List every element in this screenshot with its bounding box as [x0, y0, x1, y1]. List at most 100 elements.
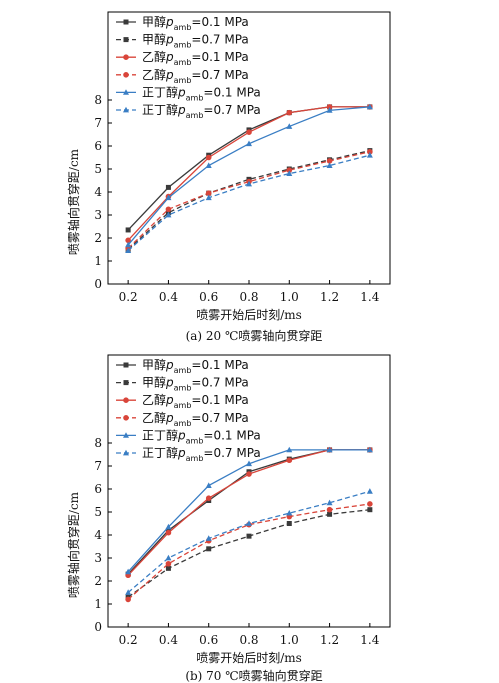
legend-marker — [123, 19, 129, 25]
legend-fuel: 甲醇 — [142, 14, 166, 29]
legend-subscript: amb — [174, 384, 192, 393]
legend-label: 甲醇pamb=0.1 MPa — [142, 14, 249, 32]
legend-marker — [123, 72, 129, 78]
data-point — [286, 123, 293, 129]
legend-marker — [123, 89, 129, 95]
data-point — [165, 554, 172, 561]
data-point — [286, 167, 293, 173]
y-tick-label: 8 — [94, 93, 102, 107]
y-tick-label: 8 — [94, 436, 102, 450]
legend-p-symbol: p — [165, 33, 174, 47]
legend-marker — [123, 54, 129, 60]
y-tick-label: 2 — [94, 574, 102, 588]
data-point — [165, 565, 171, 571]
y-tick-label: 0 — [94, 620, 102, 634]
legend-fuel: 正丁醇 — [142, 84, 178, 99]
data-point — [205, 194, 212, 201]
data-point — [286, 509, 293, 516]
data-point — [205, 535, 212, 541]
y-tick-label: 2 — [94, 231, 102, 245]
legend-fuel: 甲醇 — [142, 32, 166, 47]
legend-pressure: =0.1 MPa — [203, 85, 260, 99]
x-tick-label: 1.2 — [320, 290, 339, 304]
y-tick-label: 3 — [94, 208, 102, 222]
y-tick-label: 4 — [94, 185, 102, 199]
chart-panel-a: 0 1 2 3 4 5 6 7 8 0.2 0.4 0.6 0.8 1.0 1.2 1.4 喷雾开始后时刻/ms… — [66, 11, 391, 343]
legend-subscript: amb — [174, 41, 192, 50]
x-tick-label: 1.0 — [280, 633, 299, 647]
x-tick-label: 0.4 — [159, 633, 178, 647]
data-point — [286, 521, 292, 526]
data-point — [206, 546, 212, 552]
legend-p-symbol: p — [165, 393, 174, 407]
y-tick-label: 5 — [94, 162, 102, 176]
legend-marker — [123, 380, 129, 386]
y-tick-label: 1 — [94, 597, 102, 611]
legend-p-symbol: p — [165, 15, 174, 29]
legend-pressure: =0.7 MPa — [191, 68, 248, 82]
data-point — [366, 446, 373, 453]
legend-marker — [123, 397, 129, 404]
legend-pressure: =0.1 MPa — [191, 393, 248, 407]
legend-subscript: amb — [186, 436, 204, 445]
data-point — [246, 471, 252, 477]
series-4 — [125, 103, 373, 248]
legend-subscript: amb — [186, 111, 204, 120]
x-tick-label: 1.0 — [280, 290, 299, 304]
legend-label: 乙醇pamb=0.7 MPa — [142, 67, 249, 85]
data-point — [286, 446, 293, 453]
legend-marker — [123, 432, 129, 438]
legend-fuel: 乙醇 — [142, 49, 166, 64]
figure-caption: (b) 70 ℃喷雾轴向贯穿距 — [185, 668, 322, 683]
y-tick-label: 4 — [94, 528, 102, 542]
x-tick-label: 0.2 — [119, 633, 138, 647]
series-line — [127, 449, 370, 576]
data-point — [366, 488, 373, 494]
data-point — [246, 520, 252, 526]
legend-p-symbol: p — [177, 428, 186, 442]
x-tick-label: 1.4 — [360, 633, 379, 647]
series-0 — [125, 104, 373, 233]
data-point — [327, 511, 333, 517]
chart-panel-b: 0 1 2 3 4 5 6 7 8 0.2 0.4 0.6 0.8 1.0 1.2 1.4 喷雾开始后时刻/ms… — [66, 354, 391, 683]
legend-subscript: amb — [174, 419, 192, 428]
legend-p-symbol: p — [165, 68, 174, 82]
data-point — [125, 247, 132, 254]
series-5 — [125, 488, 373, 595]
x-tick-label: 0.6 — [199, 633, 218, 647]
data-point — [205, 482, 212, 488]
data-point — [326, 446, 333, 453]
series-2 — [125, 447, 373, 579]
x-tick-label: 0.8 — [239, 633, 258, 647]
legend-pressure: =0.1 MPa — [191, 358, 248, 372]
series-line — [127, 106, 370, 241]
data-point — [205, 190, 212, 196]
data-point — [165, 211, 172, 218]
legend-p-symbol: p — [165, 376, 174, 390]
legend-pressure: =0.1 MPa — [191, 15, 248, 29]
data-point — [326, 499, 333, 506]
legend-label: 正丁醇pamb=0.7 MPa — [142, 445, 261, 463]
series-line — [127, 449, 370, 575]
legend-marker — [123, 449, 129, 456]
legend-fuel: 正丁醇 — [142, 445, 178, 460]
x-tick-label: 1.2 — [320, 633, 339, 647]
data-point — [367, 148, 373, 155]
legend-pressure: =0.7 MPa — [203, 446, 260, 460]
y-tick-label: 7 — [94, 116, 102, 130]
x-axis-label: 喷雾开始后时刻/ms — [196, 651, 302, 665]
legend-p-symbol: p — [165, 411, 174, 425]
data-point — [205, 162, 212, 168]
data-point — [246, 460, 252, 467]
data-point — [246, 129, 252, 135]
y-tick-label: 6 — [94, 482, 102, 496]
legend-p-symbol: p — [177, 446, 186, 460]
legend-label: 甲醇pamb=0.7 MPa — [142, 32, 249, 50]
legend-pressure: =0.1 MPa — [203, 428, 260, 442]
data-point — [286, 109, 293, 116]
figure-caption: (a) 20 ℃喷雾轴向贯穿距 — [186, 328, 323, 343]
series-0 — [125, 447, 373, 577]
